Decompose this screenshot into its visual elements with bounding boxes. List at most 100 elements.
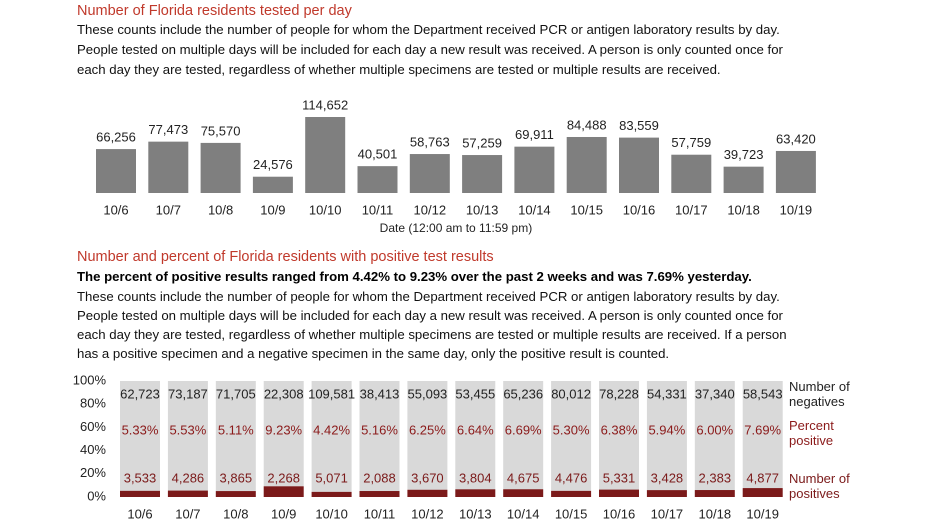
percent-label: 6.38% (601, 422, 638, 437)
y-tick-label: 40% (80, 442, 106, 457)
negatives-label: 55,093 (408, 386, 448, 401)
negatives-label: 58,543 (743, 386, 783, 401)
negatives-bar (551, 381, 592, 491)
positives-label: 5,331 (603, 470, 636, 485)
positives-label: 3,865 (220, 470, 253, 485)
y-tick-label: 60% (80, 419, 106, 434)
x-tick-label: 10/6 (103, 202, 128, 217)
x-axis-label: Date (12:00 am to 11:59 pm) (380, 221, 533, 235)
negatives-bar (120, 381, 160, 491)
x-tick-label: 10/18 (727, 202, 760, 217)
positives-label: 3,533 (124, 470, 157, 485)
percent-label: 5.30% (553, 422, 590, 437)
x-tick-label: 10/9 (271, 506, 296, 521)
positives-label: 3,670 (411, 470, 444, 485)
value-label: 75,570 (201, 123, 241, 138)
bar (619, 137, 659, 193)
positives-label: 5,071 (315, 470, 348, 485)
positives-label: 2,088 (363, 470, 396, 485)
value-label: 58,763 (410, 134, 450, 149)
percent-label: 5.94% (648, 422, 685, 437)
positives-label: 4,476 (555, 470, 588, 485)
x-tick-label: 10/13 (466, 202, 499, 217)
x-tick-label: 10/12 (411, 506, 444, 521)
chart-subtitle: The percent of positive results ranged f… (77, 269, 752, 284)
positives-label: 4,877 (746, 470, 779, 485)
legend-label: Number of positives (789, 471, 850, 501)
value-label: 63,420 (776, 131, 816, 146)
positives-bar (167, 490, 208, 497)
negatives-label: 54,331 (647, 386, 687, 401)
bar (357, 166, 398, 193)
negatives-bar (215, 381, 256, 492)
negatives-label: 53,455 (455, 386, 495, 401)
bar (462, 155, 503, 193)
percent-label: 9.23% (265, 422, 302, 437)
y-tick-label: 80% (80, 396, 106, 411)
value-label: 114,652 (302, 97, 348, 112)
y-tick-label: 0% (87, 488, 106, 503)
x-tick-label: 10/14 (518, 202, 551, 217)
percent-label: 6.00% (696, 422, 733, 437)
positives-bar (263, 486, 304, 497)
x-tick-label: 10/6 (127, 506, 152, 521)
positives-bar (359, 491, 400, 497)
bar (514, 146, 555, 193)
x-tick-label: 10/8 (208, 202, 233, 217)
percent-label: 5.53% (169, 422, 206, 437)
percent-label: 5.16% (361, 422, 398, 437)
value-label: 66,256 (96, 130, 136, 145)
negatives-bar (694, 381, 735, 491)
x-tick-label: 10/18 (699, 506, 732, 521)
percent-label: 5.33% (122, 422, 159, 437)
value-label: 83,559 (619, 118, 659, 133)
description-line: has a positive specimen and a negative s… (77, 346, 670, 361)
x-tick-label: 10/14 (507, 506, 540, 521)
description-line: each day they are tested, regardless of … (77, 62, 721, 77)
positives-label: 3,428 (651, 470, 684, 485)
positives-bar (120, 490, 160, 497)
negatives-bar (742, 381, 783, 489)
x-tick-label: 10/8 (223, 506, 248, 521)
bar (409, 154, 450, 193)
negatives-label: 62,723 (120, 386, 160, 401)
negatives-bar (311, 381, 352, 492)
x-tick-label: 10/19 (780, 202, 813, 217)
negatives-bar (646, 381, 687, 491)
negatives-bar (359, 381, 400, 492)
negatives-bar (599, 381, 639, 490)
bar (775, 150, 816, 193)
bar (200, 142, 241, 193)
value-label: 57,259 (462, 135, 502, 150)
negatives-label: 22,308 (264, 386, 304, 401)
description-line: People tested on multiple days will be i… (77, 42, 783, 57)
positives-bar (215, 491, 256, 497)
bar (305, 117, 346, 193)
negatives-bar (263, 381, 304, 487)
negatives-bar (407, 381, 448, 490)
value-label: 84,488 (567, 117, 607, 132)
bar (566, 136, 607, 193)
x-tick-label: 10/11 (362, 202, 394, 217)
bar (723, 166, 764, 193)
bar (96, 149, 136, 193)
positives-label: 4,286 (172, 470, 205, 485)
y-tick-label: 100% (73, 372, 107, 387)
description-line: These counts include the number of peopl… (77, 289, 780, 304)
bar (252, 176, 293, 193)
description-line: People tested on multiple days will be i… (77, 308, 783, 323)
negatives-label: 80,012 (551, 386, 591, 401)
percent-label: 4.42% (313, 422, 350, 437)
positives-bar (407, 489, 448, 497)
positives-bar (455, 489, 496, 497)
percent-label: 6.64% (457, 422, 494, 437)
x-tick-label: 10/17 (675, 202, 708, 217)
negatives-label: 37,340 (695, 386, 735, 401)
x-tick-label: 10/10 (315, 506, 348, 521)
x-tick-label: 10/10 (309, 202, 342, 217)
x-tick-label: 10/16 (603, 506, 636, 521)
value-label: 77,473 (148, 122, 188, 137)
positives-bar (503, 489, 544, 497)
